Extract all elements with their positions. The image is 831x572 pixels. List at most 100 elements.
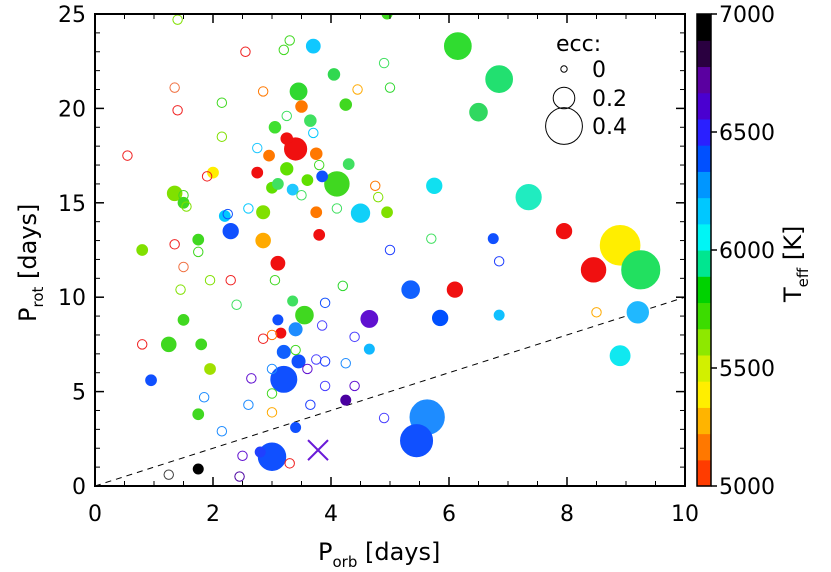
data-point xyxy=(270,255,286,271)
data-point xyxy=(296,190,307,201)
data-point xyxy=(443,32,472,60)
data-point xyxy=(275,327,287,339)
data-point xyxy=(384,82,396,93)
legend-title: ecc: xyxy=(556,32,601,57)
data-point xyxy=(316,320,328,331)
colorbar-tick-label: 6500 xyxy=(719,121,775,146)
colorbar-tick-label: 6000 xyxy=(719,239,775,264)
colorbar-tick-label: 5000 xyxy=(719,475,775,500)
data-point xyxy=(290,344,301,356)
data-point xyxy=(319,297,331,309)
colorbar-band xyxy=(697,118,711,146)
data-point xyxy=(268,121,282,134)
data-point xyxy=(555,222,573,240)
data-point xyxy=(331,203,343,214)
legend-label: 0.4 xyxy=(592,115,627,140)
x-axis: 0 2 4 6 8 10 xyxy=(88,14,699,527)
colorbar-band xyxy=(697,40,711,68)
data-point xyxy=(192,463,204,475)
data-point xyxy=(192,233,205,246)
data-point xyxy=(431,309,449,327)
data-point xyxy=(339,98,353,111)
data-point xyxy=(216,131,228,142)
data-point xyxy=(290,421,302,433)
colorbar-tick-label: 5500 xyxy=(719,357,775,382)
data-point xyxy=(515,184,542,211)
data-point xyxy=(469,102,488,122)
data-point xyxy=(384,244,396,256)
colorbar-band xyxy=(697,145,711,172)
data-point xyxy=(621,250,661,290)
data-point xyxy=(378,57,390,69)
colorbar-band xyxy=(697,328,711,356)
colorbar-band xyxy=(697,250,711,277)
data-point xyxy=(169,239,180,250)
data-point xyxy=(327,68,341,81)
colorbar-band xyxy=(697,197,711,225)
data-point xyxy=(626,301,650,324)
data-point xyxy=(266,363,278,375)
data-point xyxy=(308,127,319,139)
x-tick-label: 10 xyxy=(671,502,699,527)
data-point xyxy=(201,171,213,182)
data-point xyxy=(243,399,254,411)
data-point xyxy=(252,142,263,154)
data-point xyxy=(378,412,390,424)
data-point xyxy=(426,233,437,244)
data-point xyxy=(401,280,420,299)
data-point xyxy=(181,201,192,212)
data-point xyxy=(319,356,331,367)
data-point xyxy=(309,147,323,160)
data-point xyxy=(493,256,505,267)
data-point xyxy=(204,363,216,375)
data-point xyxy=(240,46,251,57)
data-point xyxy=(177,313,190,326)
data-point xyxy=(234,471,245,482)
data-point xyxy=(198,392,210,403)
data-point xyxy=(295,305,314,325)
data-point xyxy=(316,170,329,183)
x-tick-label: 6 xyxy=(442,502,456,527)
teff-colorbar: 5000 5500 6000 6500 7000 Teff [K] xyxy=(696,3,812,500)
data-point xyxy=(281,110,292,122)
data-points xyxy=(122,14,661,482)
data-point xyxy=(324,171,350,197)
data-point xyxy=(278,44,290,56)
data-point xyxy=(222,208,233,220)
data-point xyxy=(178,261,189,273)
data-point xyxy=(172,105,183,116)
data-point xyxy=(340,358,351,369)
data-point xyxy=(352,84,363,95)
legend-marker xyxy=(552,86,576,110)
y-tick-label: 15 xyxy=(58,192,86,217)
data-point xyxy=(222,222,239,240)
ecc-legend: ecc: 0 0.2 0.4 xyxy=(545,32,627,145)
data-point xyxy=(349,380,360,392)
colorbar-band xyxy=(697,92,711,120)
data-point xyxy=(485,65,514,93)
reference-dashed-line xyxy=(94,296,686,487)
legend-label: 0 xyxy=(592,58,606,83)
data-point xyxy=(370,180,381,192)
colorbar-band xyxy=(697,276,711,304)
y-tick-label: 20 xyxy=(58,97,86,122)
colorbar-band xyxy=(697,354,711,382)
data-point xyxy=(295,100,308,113)
data-point xyxy=(580,257,607,283)
colorbar-band xyxy=(697,66,711,94)
data-point xyxy=(175,284,186,295)
data-point xyxy=(256,205,271,220)
colorbar-title: Teff [K] xyxy=(779,226,812,303)
data-point xyxy=(372,191,384,203)
data-point xyxy=(305,399,316,411)
data-point xyxy=(178,190,189,201)
data-point xyxy=(136,244,149,256)
data-point xyxy=(349,331,360,343)
data-point xyxy=(337,280,349,292)
data-point xyxy=(302,363,313,375)
data-point xyxy=(169,82,180,93)
data-point xyxy=(216,426,228,437)
data-point xyxy=(122,150,133,161)
data-point xyxy=(145,374,157,387)
data-point xyxy=(289,82,308,101)
